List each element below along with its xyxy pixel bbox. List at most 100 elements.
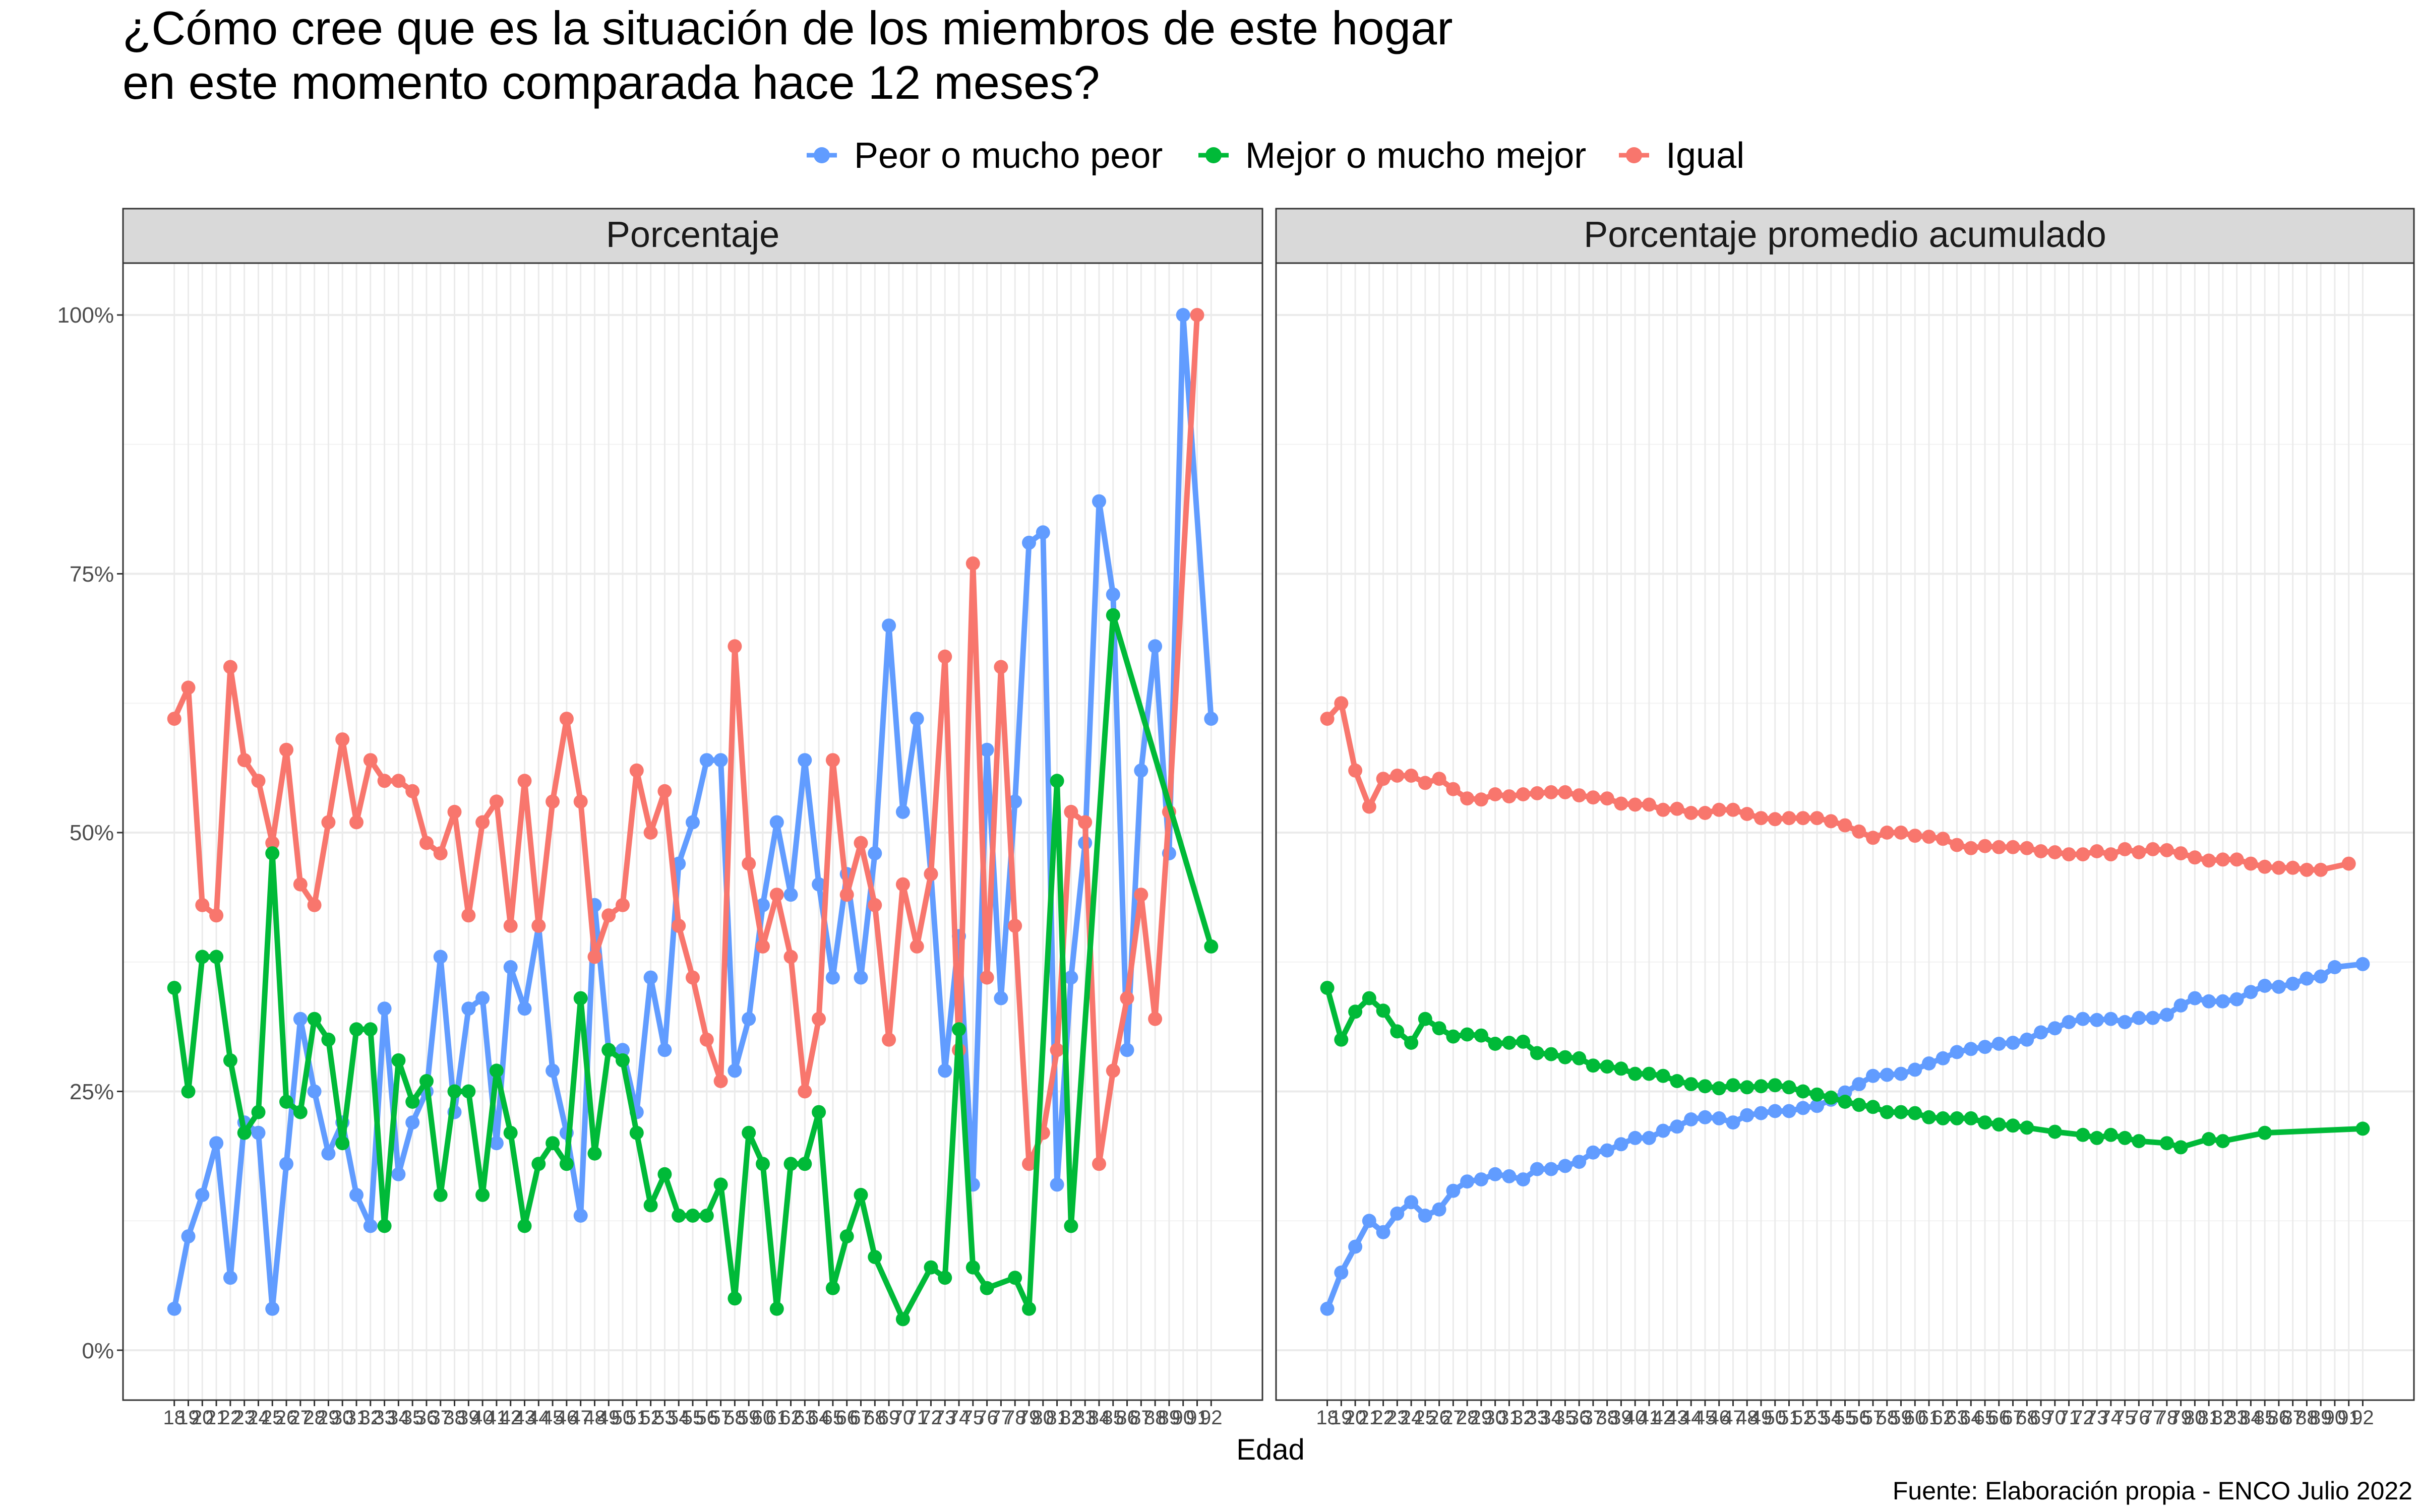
x-tick-label: 25 [261, 1407, 284, 1429]
x-tick-label: 91 [1186, 1407, 1208, 1429]
data-point [1810, 1087, 1824, 1102]
data-point [756, 939, 770, 954]
x-tick-label: 32 [359, 1407, 382, 1429]
data-point [616, 1053, 630, 1067]
y-tick-label: 0% [82, 1339, 114, 1363]
data-point [728, 639, 742, 654]
legend-label-igual: Igual [1666, 136, 1744, 176]
data-point [2034, 1025, 2048, 1040]
data-point [1348, 1239, 1363, 1254]
data-point [686, 1209, 700, 1223]
data-point [391, 774, 406, 788]
data-point [742, 856, 756, 871]
x-tick-label: 26 [275, 1407, 298, 1429]
x-tick-label: 68 [864, 1407, 886, 1429]
data-point [489, 794, 504, 809]
data-point [2090, 1013, 2104, 1027]
data-point [2118, 1130, 2132, 1145]
data-point [1908, 1106, 1922, 1120]
x-tick-label: 65 [822, 1407, 844, 1429]
data-point [1432, 1202, 1446, 1217]
data-point [2090, 844, 2104, 858]
data-point [405, 1095, 420, 1109]
x-tick-label: 29 [317, 1407, 340, 1429]
x-tick-label: 39 [1610, 1407, 1632, 1429]
data-point [2006, 1118, 2020, 1133]
data-point [1712, 1111, 1726, 1125]
x-tick-label: 67 [850, 1407, 872, 1429]
data-point [405, 784, 420, 798]
x-tick-label: 63 [1946, 1407, 1968, 1429]
data-point [2314, 862, 2328, 877]
data-point [1964, 1111, 1978, 1125]
gridlines [1276, 263, 2414, 1400]
data-point [195, 898, 210, 912]
x-tick-label: 40 [1624, 1407, 1647, 1429]
x-tick-label: 49 [597, 1407, 620, 1429]
data-point [1880, 1105, 1894, 1119]
data-point [1684, 806, 1699, 820]
data-point [1190, 308, 1204, 322]
x-tick-label: 63 [794, 1407, 816, 1429]
data-point [209, 1136, 224, 1151]
data-point [265, 836, 280, 850]
y-tick-label: 75% [70, 562, 114, 587]
legend-key-dot-igual [1626, 147, 1642, 163]
data-point [2090, 1130, 2104, 1145]
data-point [1460, 1027, 1475, 1042]
data-point [1050, 1177, 1064, 1192]
data-point [405, 1115, 420, 1130]
data-point [237, 753, 252, 768]
data-point [882, 1032, 896, 1047]
data-point [825, 1281, 840, 1295]
x-tick-label: 71 [2058, 1407, 2080, 1429]
data-point [1572, 1155, 1587, 1169]
x-tick-label: 64 [808, 1407, 830, 1429]
x-tick-label: 47 [569, 1407, 592, 1429]
data-point [1768, 1078, 1782, 1093]
x-tick-label: 29 [1470, 1407, 1493, 1429]
data-point [980, 1281, 994, 1295]
data-point [1376, 1225, 1390, 1239]
data-point [1120, 1043, 1134, 1057]
data-point [1978, 1115, 1992, 1130]
data-point [223, 1053, 237, 1067]
data-point [1991, 1037, 2006, 1051]
x-tick-label: 87 [2281, 1407, 2304, 1429]
x-tick-label: 78 [2156, 1407, 2179, 1429]
x-tick-label: 20 [1344, 1407, 1367, 1429]
data-point [756, 898, 770, 912]
data-point [307, 1084, 322, 1099]
data-point [839, 1229, 854, 1244]
x-tick-label: 51 [626, 1407, 648, 1429]
data-point [1810, 1099, 1824, 1113]
data-point [798, 753, 812, 768]
data-point [1446, 1183, 1461, 1198]
data-point [2300, 971, 2314, 986]
data-point [1600, 1143, 1614, 1158]
data-point [2258, 1125, 2272, 1140]
x-tick-label: 57 [1862, 1407, 1885, 1429]
x-tick-label: 23 [1386, 1407, 1409, 1429]
data-point [1852, 1077, 1866, 1092]
data-point [643, 970, 658, 985]
data-point [546, 794, 560, 809]
x-tick-label: 83 [1074, 1407, 1097, 1429]
x-tick-label: 92 [2351, 1407, 2374, 1429]
data-point [980, 742, 994, 757]
data-point [1022, 1157, 1036, 1171]
data-point [1432, 1021, 1446, 1036]
data-point [2076, 847, 2090, 862]
chart-title-line-1: ¿Cómo cree que es la situación de los mi… [123, 2, 1453, 54]
data-point [1838, 818, 1852, 833]
panels: Porcentaje181920212223242526272829303132… [117, 208, 2415, 1429]
data-point [1880, 1067, 1894, 1082]
data-point [1320, 1301, 1335, 1316]
data-point [475, 991, 490, 1005]
x-tick-label: 62 [1932, 1407, 1955, 1429]
x-tick-label: 34 [387, 1407, 410, 1429]
data-point [1586, 1058, 1600, 1073]
x-tick-label: 86 [2268, 1407, 2290, 1429]
data-point [2076, 1012, 2090, 1026]
data-point [1991, 840, 2006, 854]
